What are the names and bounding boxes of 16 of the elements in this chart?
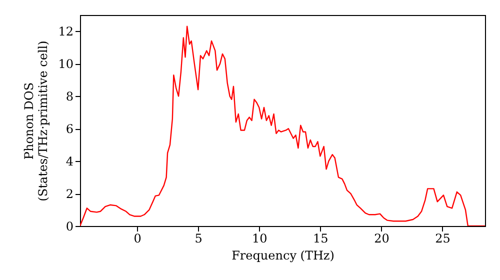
x-tick-label: 25 xyxy=(435,232,450,246)
y-tick-label: 4 xyxy=(66,154,74,169)
x-tick-label: 15 xyxy=(313,232,328,246)
y-tick-label: 0 xyxy=(66,220,74,234)
y-tick-label: 10 xyxy=(58,57,74,72)
y-tick-label: 12 xyxy=(58,24,74,39)
x-tick-label: 5 xyxy=(194,232,202,246)
y-tick-label: 8 xyxy=(66,90,74,104)
line-series xyxy=(80,26,485,226)
y-tick-label: 2 xyxy=(66,187,74,202)
x-tick-label: 0 xyxy=(134,232,142,246)
y-tick-label: 6 xyxy=(66,122,74,136)
x-axis-title: Frequency (THz) xyxy=(232,248,334,262)
x-tick-label: 10 xyxy=(252,232,268,246)
x-tick-label: 20 xyxy=(374,232,390,246)
y-axis-title: Phonon DOS (States/THz·primitive cell) xyxy=(22,40,50,202)
